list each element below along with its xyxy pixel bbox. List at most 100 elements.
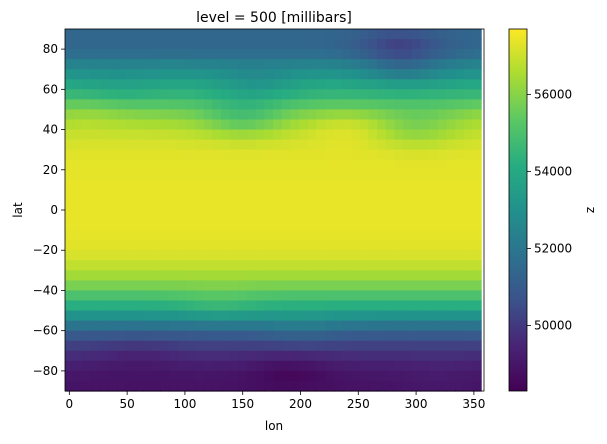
heatmap-cell [325,159,335,171]
heatmap-cell [229,69,239,80]
heatmap-cell [65,169,75,181]
heatmap-cell [325,330,335,342]
heatmap-cell [82,149,92,161]
heatmap-cell [117,119,127,131]
heatmap-cell [108,79,118,90]
heatmap-cell [160,270,170,281]
heatmap-cell [65,79,75,90]
heatmap-cell [169,330,179,342]
heatmap-cell [437,199,448,211]
heatmap-cell [186,330,196,342]
heatmap-cell [134,49,144,60]
heatmap-cell [212,210,222,221]
heatmap-cell [117,79,127,90]
heatmap-cell [385,189,396,201]
heatmap-cell [134,330,144,342]
heatmap-cell [290,370,300,382]
heatmap-cell [99,340,109,352]
heatmap-cell [221,199,231,211]
heatmap-cell [212,59,222,70]
heatmap-cell [221,89,231,100]
heatmap-cell [91,159,101,171]
heatmap-cell [221,320,231,332]
heatmap-cell [273,210,283,221]
heatmap-cell [429,49,439,60]
heatmap-cell [463,49,474,60]
heatmap-cell [99,139,109,151]
heatmap-cell [437,360,448,372]
heatmap-cell [117,370,127,382]
heatmap-cell [212,330,222,342]
heatmap-cell [342,169,352,181]
heatmap-cell [472,310,482,322]
heatmap-cell [455,340,465,352]
heatmap-cell [377,270,387,281]
heatmap-cell [359,109,370,121]
heatmap-cell [351,39,361,50]
heatmap-cell [290,119,300,131]
heatmap-cell [203,59,213,70]
heatmap-cell [247,380,257,392]
heatmap-cell [73,29,83,40]
heatmap-cell [446,260,456,271]
heatmap-cell [91,210,101,221]
heatmap-cell [134,230,144,241]
heatmap-cell [394,310,404,322]
heatmap-cell [177,360,187,372]
heatmap-cell [229,260,239,271]
heatmap-cell [463,380,474,392]
heatmap-cell [99,360,109,372]
heatmap-cell [273,199,283,211]
heatmap-cell [299,290,309,302]
heatmap-cell [186,29,196,40]
heatmap-cell [359,360,370,372]
heatmap-cell [437,290,448,302]
heatmap-cell [342,79,352,90]
heatmap-cell [108,240,118,251]
heatmap-cell [273,320,283,332]
heatmap-cell [307,99,317,111]
heatmap-cell [333,89,344,100]
heatmap-cell [446,189,456,201]
heatmap-cell [299,260,309,271]
heatmap-cell [411,39,422,50]
heatmap-cell [351,69,361,80]
heatmap-cell [411,310,422,322]
heatmap-cell [169,59,179,70]
heatmap-cell [212,179,222,191]
colorbar-tick-label: 52000 [534,242,572,256]
heatmap-cell [463,79,474,90]
heatmap-cell [359,350,370,362]
heatmap-cell [255,380,265,392]
heatmap-cell [463,99,474,111]
heatmap-cell [299,330,309,342]
heatmap-cell [212,370,222,382]
heatmap-cell [108,179,118,191]
heatmap-cell [65,220,75,231]
heatmap-cell [143,260,153,271]
heatmap-cell [359,149,370,161]
heatmap-cell [394,129,404,141]
heatmap-cell [437,159,448,171]
heatmap-cell [403,39,413,50]
heatmap-cell [325,129,335,141]
heatmap-cell [472,169,482,181]
heatmap-cell [411,350,422,362]
heatmap-cell [229,210,239,221]
heatmap-cell [385,129,396,141]
heatmap-cell [143,49,153,60]
heatmap-cell [359,29,370,40]
heatmap-cell [403,270,413,281]
heatmap-cell [403,179,413,191]
heatmap-cell [65,109,75,121]
heatmap-cell [316,270,326,281]
heatmap-cell [117,290,127,302]
heatmap-cell [108,29,118,40]
heatmap-cell [108,290,118,302]
heatmap-cell [299,149,309,161]
heatmap-cell [273,89,283,100]
heatmap-cell [446,230,456,241]
heatmap-cell [299,39,309,50]
heatmap-cell [351,330,361,342]
